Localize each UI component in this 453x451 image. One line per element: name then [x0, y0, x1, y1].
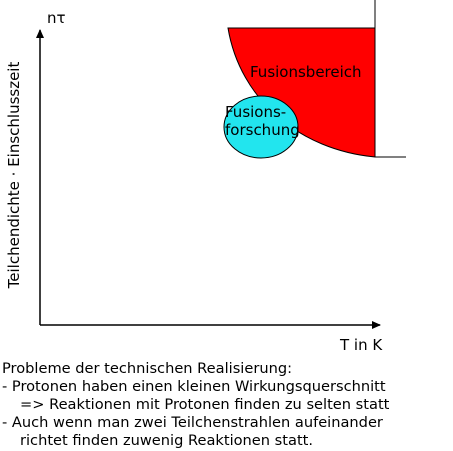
region-label: forschung — [225, 121, 300, 139]
x-axis-label: T in K — [339, 336, 383, 354]
region-label: Fusionsbereich — [250, 63, 362, 81]
note-line: - Protonen haben einen kleinen Wirkungsq… — [2, 378, 386, 395]
note-line: richtet finden zuwenig Reaktionen statt. — [20, 432, 313, 449]
note-line: => Reaktionen mit Protonen finden zu sel… — [20, 396, 390, 413]
notes-heading: Probleme der technischen Realisierung: — [2, 360, 292, 377]
y-axis-label: Teilchendichte · Einschlusszeit — [5, 62, 23, 290]
y-axis-symbol: nτ — [47, 9, 66, 27]
region-label: Fusions- — [225, 103, 286, 121]
note-line: - Auch wenn man zwei Teilchenstrahlen au… — [2, 414, 383, 431]
research-region — [223, 95, 299, 159]
